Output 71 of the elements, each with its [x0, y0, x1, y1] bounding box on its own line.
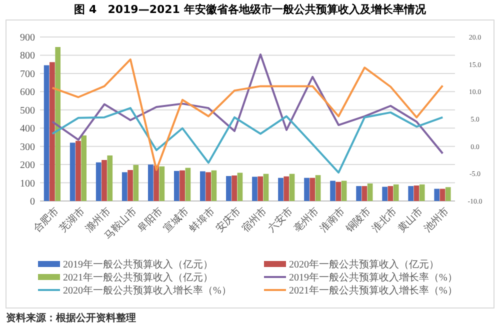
bar: [148, 164, 154, 201]
x-tick-label: 池州市: [422, 205, 452, 235]
bar: [206, 172, 211, 201]
bar: [362, 186, 368, 201]
bar: [159, 166, 165, 201]
bar: [252, 176, 258, 201]
bar: [70, 142, 76, 201]
bar: [419, 184, 425, 201]
line-series: [51, 53, 444, 154]
y-tick-label: 700: [20, 68, 35, 80]
bar: [154, 165, 159, 201]
x-tick-label: 铜陵市: [342, 205, 374, 236]
y-tick-label: 300: [20, 142, 35, 153]
y-tick-label: 800: [20, 50, 35, 62]
legend-label: 2021年一般公共预算收入（亿元）: [63, 272, 213, 284]
bar: [414, 186, 420, 201]
bar: [237, 172, 243, 201]
bar: [128, 170, 133, 201]
bar: [122, 172, 128, 201]
bar: [102, 160, 107, 201]
legend-label: 2019年一般公共预算收入（亿元）: [63, 258, 213, 270]
bar: [107, 155, 113, 201]
bar: [440, 188, 446, 201]
bar: [76, 140, 81, 201]
bar: [445, 187, 451, 201]
bar: [315, 175, 321, 201]
bar: [96, 162, 102, 201]
text: 资料来源：根据公开资料整理: [6, 312, 136, 324]
line-series: [51, 107, 444, 174]
line-series: [51, 58, 444, 171]
bar: [289, 174, 295, 201]
bar: [185, 168, 191, 201]
y-tick-label: 600: [20, 87, 35, 98]
y-tick-label: 400: [20, 124, 35, 135]
bar: [200, 171, 206, 201]
legend-label: 2021年一般公共预算收入增长率（%）: [289, 284, 458, 296]
chart-title: 图 4 2019—2021 年安徽省各地级市一般公共预算收入及增长率情况: [74, 3, 427, 16]
bar: [44, 65, 50, 201]
bar: [226, 176, 232, 201]
bar: [330, 180, 336, 201]
y-tick-label: 200: [20, 160, 35, 172]
bar: [408, 186, 414, 201]
y-tick-label: 100: [20, 178, 35, 190]
bar: [211, 170, 217, 201]
bar: [356, 186, 362, 201]
bar: [50, 62, 55, 201]
bar: [258, 176, 264, 201]
bar: [367, 184, 373, 201]
bar: [304, 178, 310, 201]
bar: [310, 178, 316, 201]
bar: [393, 184, 399, 201]
bar: [81, 135, 87, 201]
bar: [278, 178, 284, 201]
bar: [55, 47, 61, 201]
y-tick-label: 900: [20, 32, 35, 44]
legend-label: 2020年一般公共预算收入增长率（%）: [63, 284, 232, 296]
bar: [180, 170, 185, 201]
y-tick-label: 500: [20, 105, 35, 116]
legend-label: 2020年一般公共预算收入（亿元）: [289, 258, 439, 270]
bar: [232, 175, 238, 201]
bar: [133, 164, 139, 201]
bar: [382, 186, 388, 201]
bar: [284, 176, 290, 201]
bar: [336, 182, 342, 201]
y-tick-label: 0: [30, 196, 35, 208]
bar: [434, 188, 440, 201]
bar: [174, 170, 180, 201]
bar: [388, 186, 394, 201]
bar: [263, 174, 269, 201]
bar: [341, 180, 347, 201]
legend-label: 2019年一般公共预算收入增长率（%）: [289, 272, 458, 284]
